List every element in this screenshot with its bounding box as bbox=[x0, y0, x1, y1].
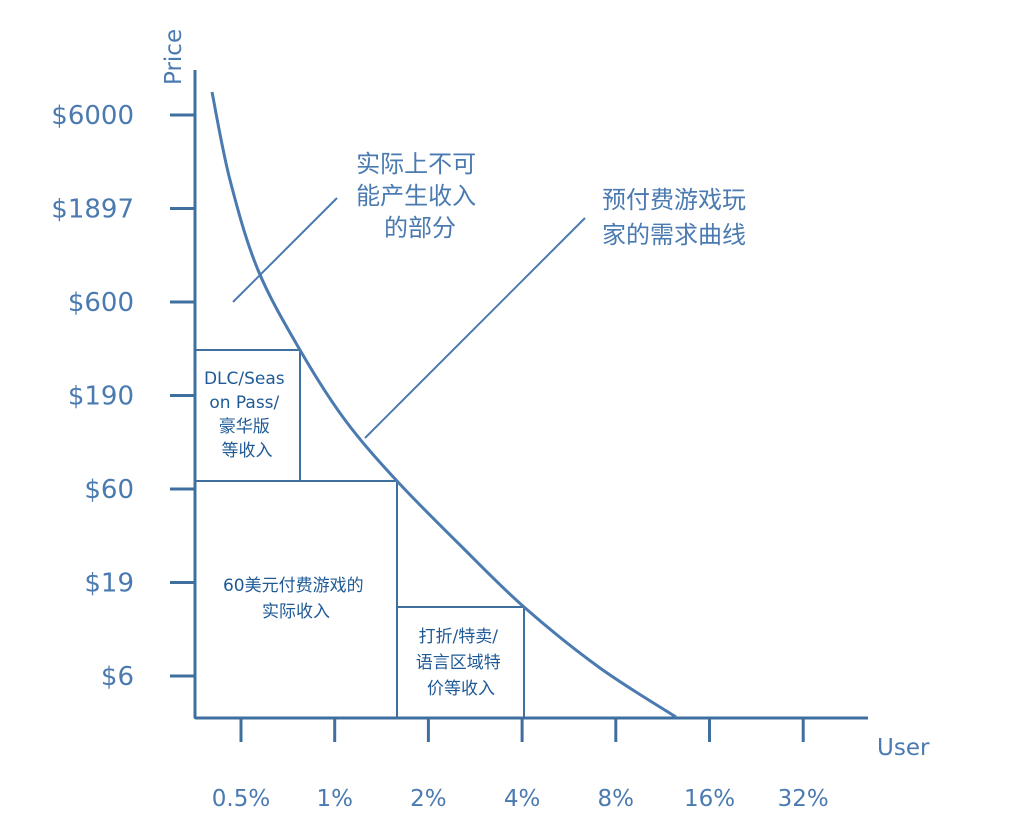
x-tick-label: 16% bbox=[684, 786, 735, 812]
y-tick-label: $600 bbox=[68, 288, 134, 318]
y-axis-title: Price bbox=[161, 29, 187, 85]
annotation-demand: 预付费游戏玩 家的需求曲线 bbox=[602, 186, 754, 249]
annotation-demand-pointer bbox=[364, 217, 586, 439]
x-tick-label: 8% bbox=[598, 786, 635, 812]
x-tick-label: 1% bbox=[316, 786, 353, 812]
region-discount-label: 打折/特卖/ 语言区域特 价等收入 bbox=[416, 627, 506, 699]
x-axis-title: User bbox=[877, 735, 930, 761]
y-tick-label: $6 bbox=[101, 662, 134, 692]
demand-curve-line bbox=[210, 91, 677, 719]
annotation-impossible: 实际上不可 能产生收入 的部分 bbox=[356, 150, 484, 242]
region-base-label: 60美元付费游戏的 实际收入 bbox=[223, 576, 369, 622]
region-base-box bbox=[194, 480, 398, 719]
y-tick-label: $6000 bbox=[51, 101, 134, 131]
y-tick-label: $60 bbox=[84, 475, 134, 505]
annotation-impossible-pointer bbox=[232, 197, 338, 303]
x-tick-label: 4% bbox=[504, 786, 541, 812]
x-tick-label: 0.5% bbox=[212, 786, 270, 812]
region-discount-box bbox=[396, 606, 525, 719]
y-tick-label: $190 bbox=[68, 382, 134, 412]
y-tick-label: $1897 bbox=[51, 195, 134, 225]
x-tick-label: 2% bbox=[410, 786, 447, 812]
y-tick-label: $19 bbox=[84, 569, 134, 599]
x-tick-label: 32% bbox=[778, 786, 829, 812]
region-dlc-label: DLC/Seas on Pass/ 豪华版 等收入 bbox=[204, 369, 290, 461]
